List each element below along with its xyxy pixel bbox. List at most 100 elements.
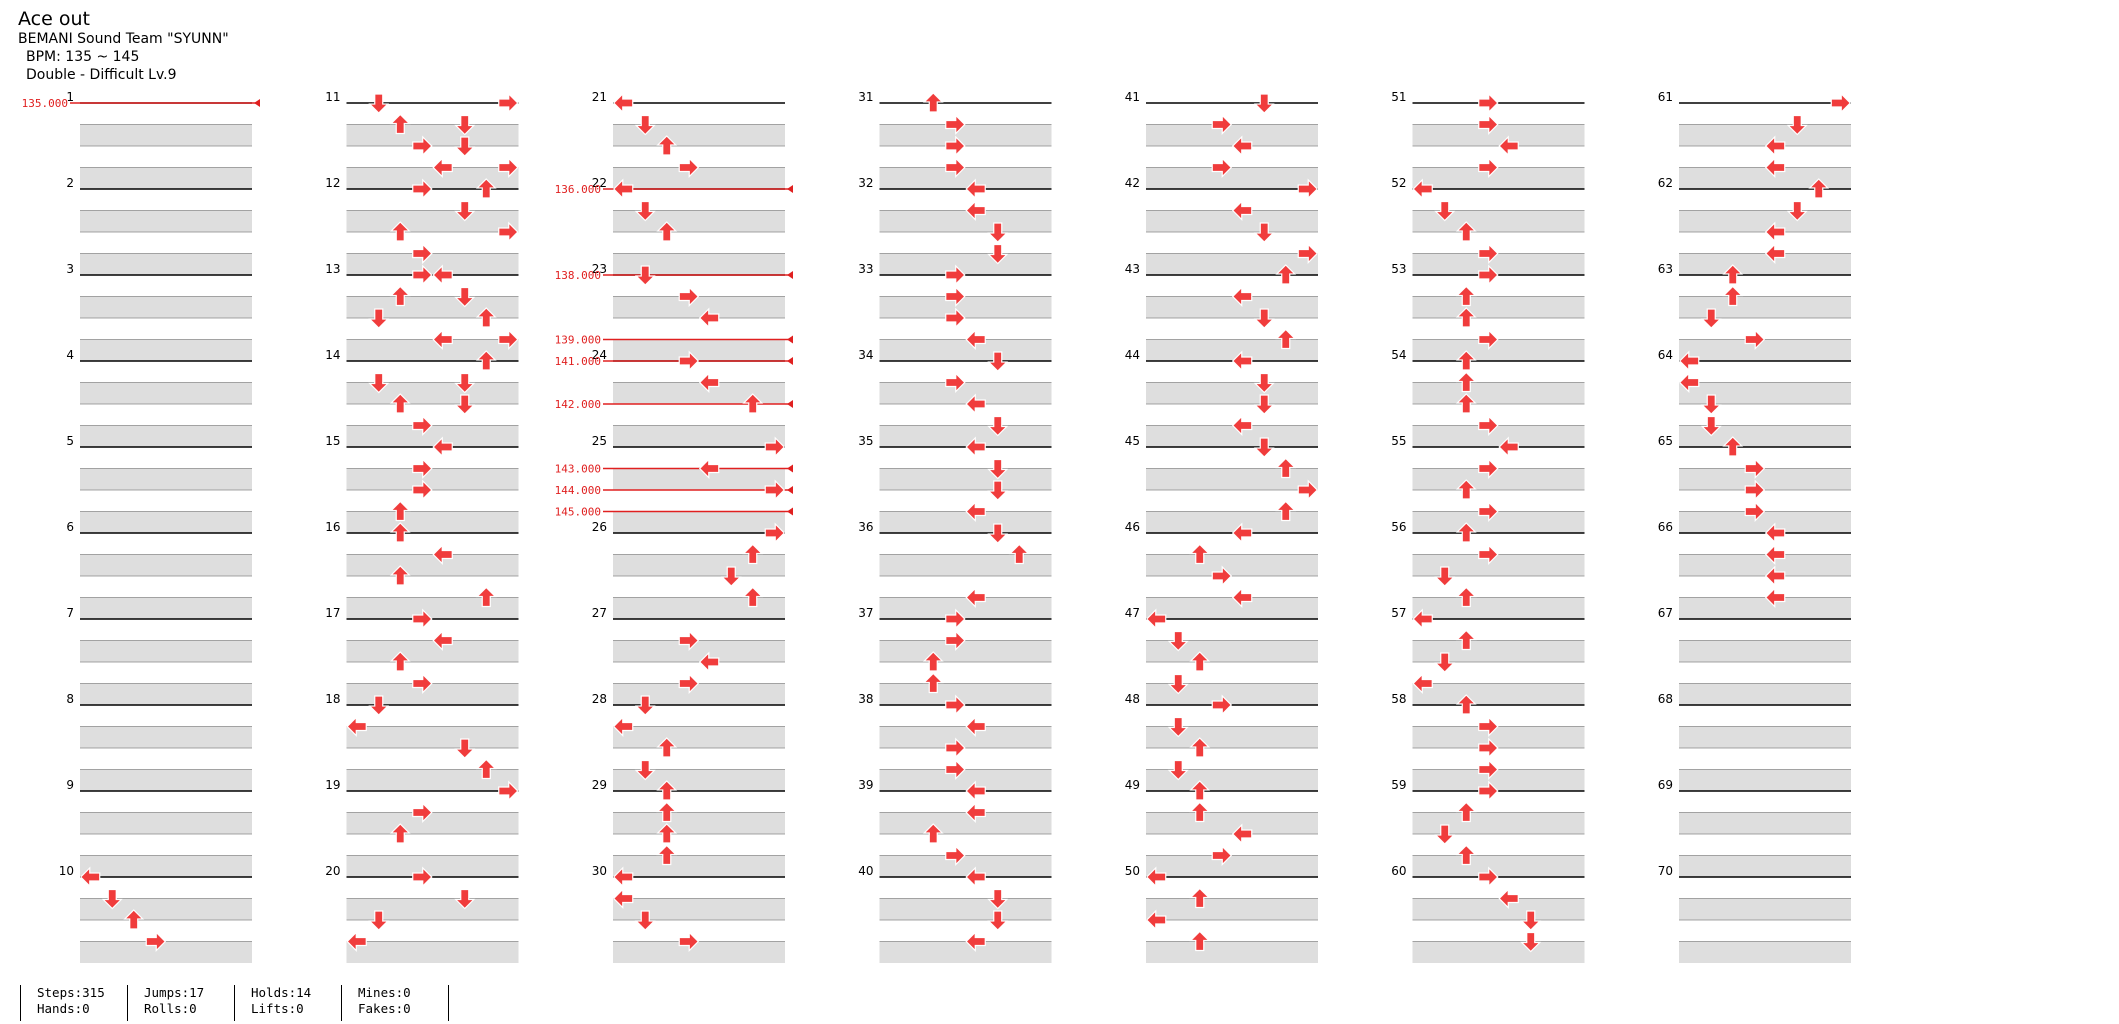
note-arrow-down xyxy=(454,136,476,157)
arrow-shape xyxy=(922,92,944,113)
beat-band xyxy=(346,511,519,533)
beat-band xyxy=(346,382,519,404)
note-arrow-down xyxy=(634,695,656,716)
note-arrow-up xyxy=(1722,285,1744,307)
beat-band xyxy=(80,124,252,146)
beat-band xyxy=(346,210,519,232)
note-arrow-right xyxy=(1211,845,1233,866)
bpm-change-label: 142.000 xyxy=(555,398,601,411)
arrow-shape xyxy=(1211,845,1233,866)
note-arrow-right xyxy=(1830,92,1852,114)
arrow-shape xyxy=(389,651,411,672)
measure-number: 13 xyxy=(325,262,340,276)
arrow-shape xyxy=(1231,200,1253,221)
arrow-shape xyxy=(1455,844,1477,866)
note-arrow-down xyxy=(368,93,390,114)
arrow-shape xyxy=(1478,329,1499,350)
beat-band xyxy=(1412,726,1585,748)
note-arrow-left xyxy=(1764,221,1786,243)
note-arrow-up xyxy=(1455,350,1477,371)
bpm-change-label: 138.000 xyxy=(555,269,601,282)
note-arrow-left xyxy=(1412,178,1433,200)
beat-band xyxy=(346,554,519,576)
beat-band xyxy=(1412,554,1585,576)
note-arrow-down xyxy=(987,888,1009,910)
measure-number: 62 xyxy=(1658,176,1673,190)
beat-band xyxy=(80,339,252,361)
arrow-shape xyxy=(1764,522,1786,544)
arrow-shape xyxy=(678,157,700,178)
note-arrow-left xyxy=(965,587,986,608)
note-arrow-left xyxy=(965,931,986,952)
note-arrow-left xyxy=(1231,350,1253,372)
beat-band xyxy=(879,511,1052,533)
measure-number: 42 xyxy=(1125,176,1140,190)
measure-number: 15 xyxy=(325,434,340,448)
stat-lifts: Lifts:0 xyxy=(251,1001,304,1016)
bpm-change-label: 136.000 xyxy=(555,183,601,196)
beat-band xyxy=(1679,210,1851,232)
arrow-shape xyxy=(1275,328,1297,350)
beat-band xyxy=(1412,253,1585,275)
arrow-shape xyxy=(764,479,786,501)
note-arrow-right xyxy=(945,286,966,307)
arrow-shape xyxy=(1211,157,1233,178)
beat-band xyxy=(879,468,1052,490)
arrow-shape xyxy=(498,92,519,114)
beat-band xyxy=(80,597,252,619)
note-arrow-left xyxy=(432,630,453,651)
note-arrow-left xyxy=(1498,135,1519,157)
note-arrow-right xyxy=(412,135,433,157)
arrow-shape xyxy=(1008,543,1030,565)
note-arrow-right xyxy=(945,759,966,780)
arrow-shape xyxy=(1478,92,1499,114)
note-arrow-up xyxy=(475,178,497,199)
note-arrow-right xyxy=(1297,243,1319,264)
arrow-shape xyxy=(412,802,433,823)
beat-band xyxy=(1412,425,1585,447)
arrow-shape xyxy=(656,221,678,242)
arrow-shape xyxy=(1478,501,1499,522)
arrow-shape xyxy=(1297,178,1319,200)
beat-band xyxy=(879,898,1052,920)
arrow-shape xyxy=(389,393,411,414)
note-arrow-down xyxy=(987,910,1009,931)
arrow-shape xyxy=(475,758,497,780)
beat-band xyxy=(1679,812,1851,834)
note-arrow-up xyxy=(1455,285,1477,307)
bpm-change-label: 135.000 xyxy=(22,97,68,110)
beat-band xyxy=(1679,124,1851,146)
note-arrow-down xyxy=(634,114,656,136)
note-arrow-right xyxy=(1478,716,1499,737)
note-arrow-up xyxy=(656,823,678,844)
arrow-shape xyxy=(965,200,986,221)
note-arrow-right xyxy=(1211,114,1233,135)
note-arrow-down xyxy=(368,372,390,394)
note-arrow-left xyxy=(965,329,986,350)
beat-band xyxy=(1146,554,1318,576)
arrow-shape xyxy=(945,759,966,780)
beat-band xyxy=(1412,468,1585,490)
beat-band xyxy=(1146,382,1318,404)
note-arrow-down xyxy=(1700,394,1722,415)
arrow-shape xyxy=(412,178,433,200)
note-arrow-up xyxy=(656,737,678,758)
beat-band xyxy=(879,339,1052,361)
arrow-shape xyxy=(498,780,519,802)
measure-number: 29 xyxy=(592,778,607,792)
note-arrow-left xyxy=(965,866,986,888)
measure-number: 35 xyxy=(858,434,873,448)
beat-band xyxy=(879,296,1052,318)
beat-band xyxy=(1679,296,1851,318)
measure-number: 23 xyxy=(592,262,607,276)
beat-band xyxy=(1412,941,1585,963)
note-arrow-up xyxy=(389,651,411,672)
arrow-shape xyxy=(1744,458,1766,479)
measure-number: 12 xyxy=(325,176,340,190)
note-arrow-right xyxy=(1211,157,1233,178)
note-arrow-left xyxy=(965,178,986,200)
measure-number: 7 xyxy=(66,606,74,620)
note-arrow-left xyxy=(1231,200,1253,221)
arrow-shape xyxy=(412,608,433,630)
note-arrow-down xyxy=(1253,308,1275,329)
